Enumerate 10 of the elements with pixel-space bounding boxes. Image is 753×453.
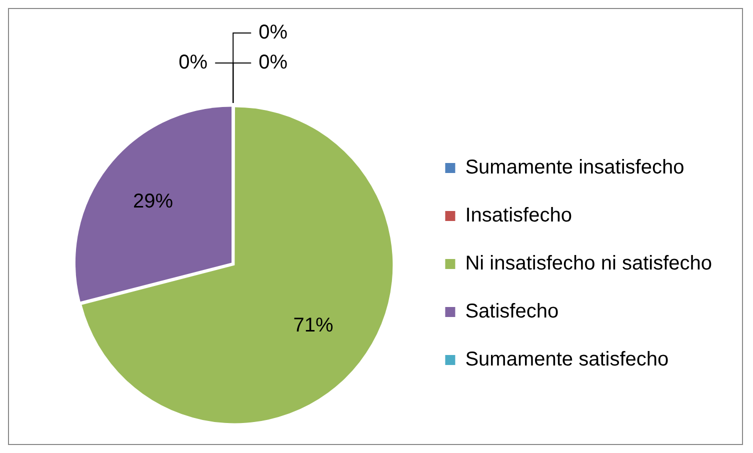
text: 0% (258, 22, 288, 44)
data-label: 71% (293, 314, 334, 337)
legend-label: Satisfecho (465, 300, 559, 323)
legend-label: Insatisfecho (465, 204, 572, 227)
data-label: 29% (132, 190, 174, 212)
text: 0% (258, 52, 288, 74)
legend-label: Ni insatisfecho ni satisfecho (465, 252, 712, 275)
legend-label: Sumamente satisfecho (465, 348, 669, 371)
legend-label: Sumamente insatisfecho (465, 156, 684, 179)
text: 0% (178, 52, 208, 74)
